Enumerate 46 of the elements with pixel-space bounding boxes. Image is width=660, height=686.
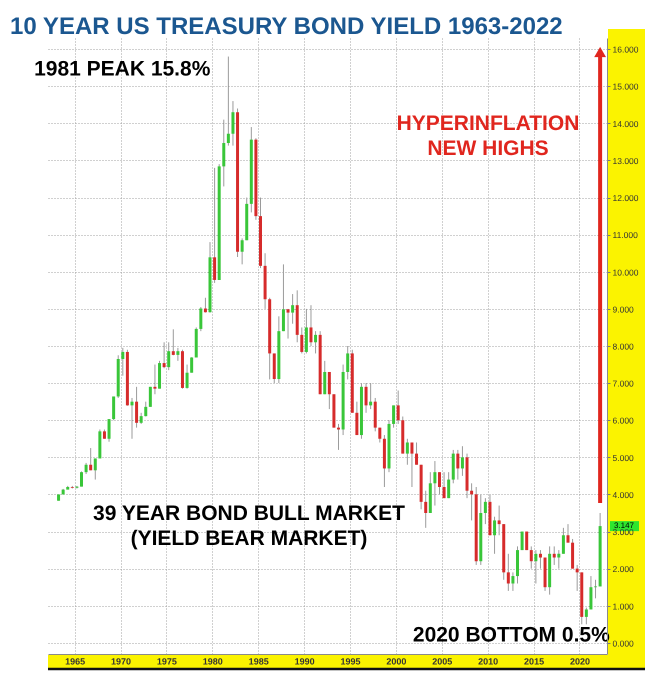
candlestick [498,505,501,536]
x-tick-label: 1985 [248,656,269,666]
candlestick [190,356,194,374]
y-tick-label: 4.000 [612,490,634,500]
candlestick [102,428,106,440]
y-tick-label: 11.000 [612,230,638,240]
x-tick-label: 1980 [202,656,223,666]
annotation: 1981 PEAK 15.8% [34,58,211,81]
y-tick-label: 6.000 [612,416,634,426]
x-tick-label: 2000 [386,656,406,666]
candlestick [378,427,382,443]
x-tick-label: 1990 [294,656,315,666]
candlestick [410,442,414,488]
y-tick-label: 1.000 [612,601,634,612]
candlestick [84,462,88,475]
y-tick-label: 9.000 [612,304,634,314]
y-tick-label: 16.000 [612,44,639,55]
x-tick-label: 2010 [478,656,498,666]
y-tick-label: 15.000 [612,82,639,92]
x-tick-label: 2020 [570,656,590,666]
y-tick-label: 8.000 [612,342,634,352]
candlestick [566,524,570,544]
y-tick-label: 0.000 [612,638,634,648]
y-tick-label: 7.000 [612,378,634,389]
x-tick-label: 1975 [156,656,177,666]
candlestick [511,572,514,592]
annotation: HYPERINFLATION NEW HIGHS [396,112,580,160]
y-tick-label: 12.000 [612,193,639,204]
x-tick-label: 1965 [65,656,86,666]
x-tick-label: 1995 [340,656,361,666]
y-tick-label: 2.000 [612,564,634,574]
x-tick-label: 2005 [432,656,452,666]
candlestick [80,470,84,488]
y-tick-label: 14.000 [612,118,639,129]
y-tick-label: 13.000 [612,156,639,166]
candlestick [240,238,244,265]
candlestick [144,401,148,418]
y-tick-label: 10.000 [612,267,639,278]
y-tick-label: 5.000 [612,452,634,463]
x-tick-label: 2015 [524,656,544,666]
candlestick [148,386,152,408]
annotation: 39 YEAR BOND BULL MARKET (YIELD BEAR MARKET) [93,502,406,550]
x-tick-label: 1970 [111,656,132,666]
candlestick [552,546,556,566]
chart-title: 10 YEAR US TREASURY BOND YIELD 1963-2022 [10,13,563,40]
candlestick [337,423,340,450]
